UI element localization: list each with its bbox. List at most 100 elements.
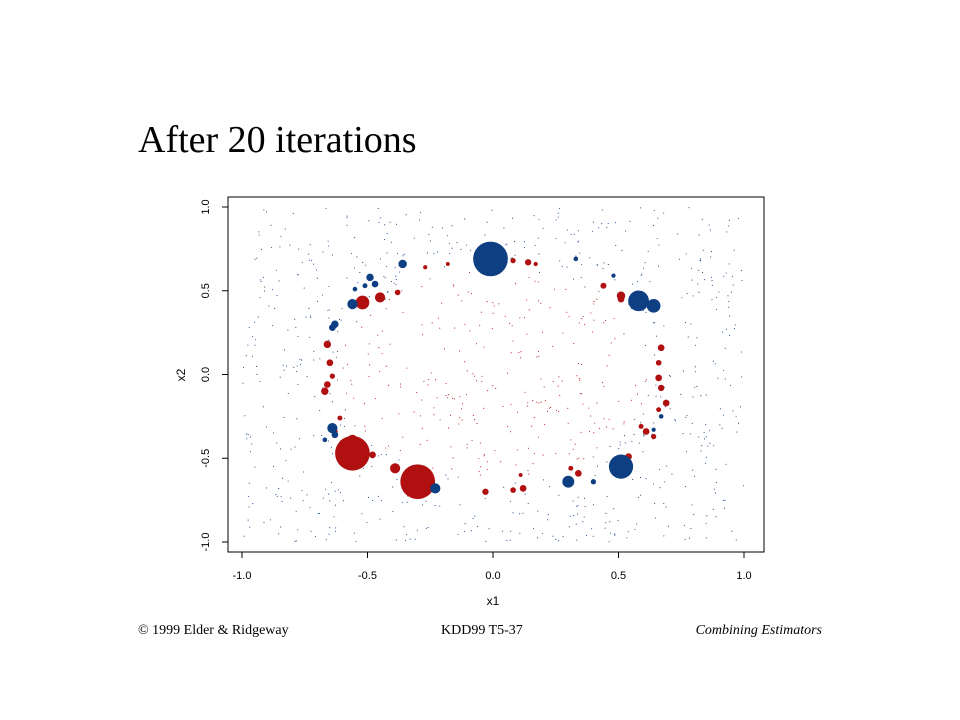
background-point	[619, 444, 621, 446]
background-point	[569, 515, 571, 517]
background-point	[614, 533, 616, 535]
background-point	[476, 422, 478, 424]
background-point	[370, 314, 372, 316]
background-point	[724, 378, 726, 380]
background-point	[366, 521, 368, 524]
background-point	[727, 295, 729, 297]
background-point	[283, 416, 285, 419]
background-point	[258, 231, 260, 233]
background-point	[492, 302, 494, 304]
background-point	[705, 456, 707, 458]
background-point	[543, 386, 545, 388]
background-point	[503, 227, 505, 229]
blue-point	[573, 256, 579, 262]
background-point	[685, 416, 687, 419]
blue-point	[329, 324, 336, 331]
background-point	[346, 216, 348, 219]
background-point	[340, 319, 342, 321]
background-point	[579, 252, 581, 254]
background-point	[644, 344, 647, 347]
background-point	[652, 483, 655, 485]
background-point	[558, 494, 560, 496]
background-point	[350, 380, 352, 382]
background-point	[664, 406, 666, 408]
background-point	[351, 383, 353, 385]
background-point	[386, 233, 388, 235]
background-point	[509, 322, 511, 324]
background-point	[265, 487, 268, 489]
background-point	[705, 394, 707, 396]
background-point	[540, 401, 542, 403]
red-point	[394, 289, 401, 296]
background-point	[656, 237, 658, 240]
background-point	[533, 417, 535, 419]
background-point	[677, 233, 679, 235]
red-point	[519, 485, 527, 492]
background-point	[451, 397, 454, 399]
background-point	[659, 487, 661, 489]
background-point	[739, 406, 741, 408]
background-point	[608, 418, 610, 420]
background-point	[406, 367, 408, 369]
blue-point	[611, 273, 616, 278]
background-point	[642, 451, 644, 453]
background-point	[392, 486, 394, 488]
background-point	[272, 289, 274, 291]
background-point	[331, 482, 333, 484]
background-point	[419, 443, 421, 446]
background-point	[703, 432, 705, 434]
background-point	[276, 442, 278, 444]
background-point	[531, 425, 533, 427]
background-point	[259, 380, 261, 383]
blue-point	[371, 280, 379, 288]
background-point	[315, 269, 318, 271]
background-point	[379, 258, 381, 260]
background-point	[252, 503, 254, 505]
background-point	[293, 366, 295, 368]
background-point	[477, 525, 479, 528]
background-point	[510, 257, 512, 259]
background-point	[538, 271, 540, 274]
background-point	[658, 244, 660, 246]
background-point	[299, 363, 302, 365]
background-point	[473, 419, 475, 421]
background-point	[409, 538, 411, 540]
background-point	[665, 506, 667, 508]
background-point	[633, 433, 635, 436]
background-point	[368, 220, 370, 222]
background-point	[475, 380, 478, 382]
background-point	[247, 519, 249, 521]
background-point	[566, 311, 568, 313]
background-point	[384, 238, 386, 241]
background-point	[310, 530, 312, 532]
background-point	[714, 492, 717, 494]
background-point	[279, 246, 281, 248]
background-point	[381, 330, 383, 332]
background-point	[491, 328, 493, 330]
background-point	[247, 344, 249, 346]
background-point	[257, 316, 259, 318]
background-point	[522, 512, 524, 514]
background-point	[335, 527, 337, 529]
background-point	[297, 383, 299, 385]
background-point	[550, 406, 552, 408]
background-point	[418, 219, 420, 221]
background-point	[354, 267, 356, 269]
background-point	[322, 294, 324, 296]
background-point	[636, 523, 638, 525]
blue-point	[651, 427, 656, 432]
background-point	[523, 241, 525, 243]
background-point	[644, 380, 646, 382]
background-point	[502, 405, 504, 407]
background-point	[316, 277, 318, 279]
background-point	[259, 297, 261, 299]
background-point	[480, 311, 482, 313]
background-point	[614, 338, 616, 340]
background-point	[572, 278, 574, 280]
background-point	[385, 447, 387, 449]
background-point	[552, 345, 554, 347]
background-point	[714, 363, 716, 365]
background-point	[400, 386, 402, 388]
background-point	[580, 393, 583, 395]
background-point	[598, 227, 600, 229]
